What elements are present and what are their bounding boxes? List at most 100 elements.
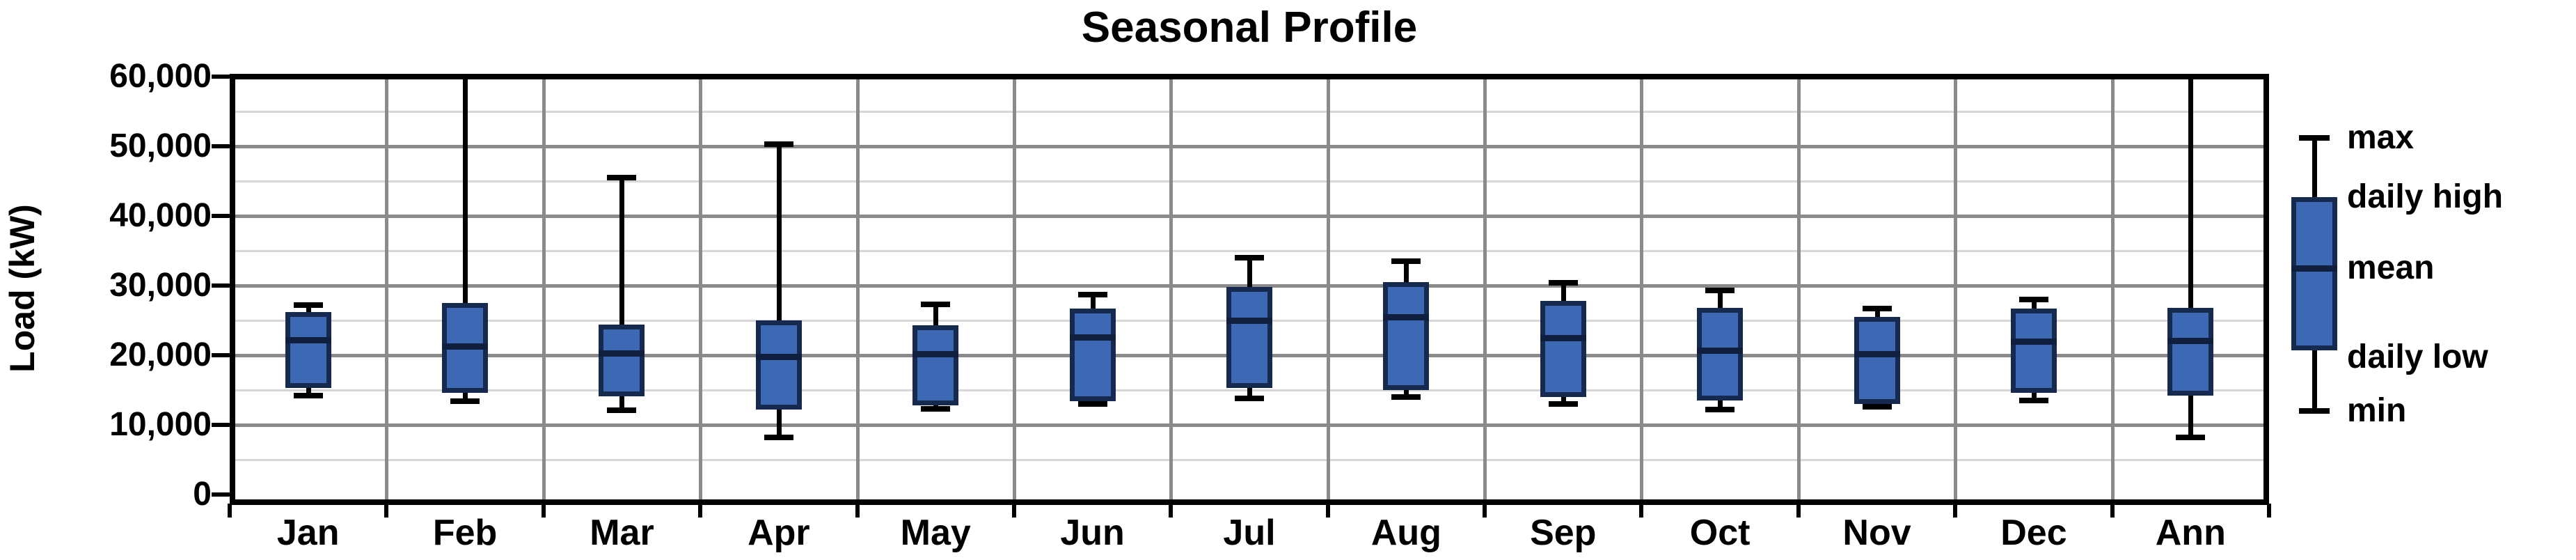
x-tick-label-jul: Jul: [1223, 513, 1276, 553]
whisker-line: [776, 144, 782, 437]
x-tick: [2267, 504, 2271, 518]
x-tick-label-sep: Sep: [1530, 513, 1597, 553]
min-whisker-cap: [2018, 398, 2048, 403]
x-tick-label-nov: Nov: [1842, 513, 1911, 553]
y-tick: [212, 492, 230, 497]
x-tick-label-jan: Jan: [276, 513, 340, 553]
min-whisker-cap: [1862, 404, 1892, 410]
box-iqr: [599, 325, 645, 396]
x-tick: [1011, 504, 1016, 518]
min-whisker-cap: [2176, 435, 2206, 440]
min-whisker-cap: [450, 398, 480, 404]
min-whisker-cap: [1077, 401, 1107, 407]
box-iqr: [1697, 308, 1744, 400]
max-whisker-cap: [1235, 255, 1264, 260]
major-gridline: [230, 145, 2269, 148]
max-whisker-cap: [1391, 258, 1421, 264]
box-iqr: [1383, 282, 1430, 390]
min-whisker-cap: [921, 406, 951, 412]
column-separator: [1012, 77, 1016, 501]
y-tick-label: 40,000: [109, 197, 212, 234]
max-whisker-cap: [1548, 280, 1578, 286]
mean-line: [442, 343, 489, 350]
max-whisker-cap: [1862, 306, 1892, 311]
mean-line: [912, 351, 959, 357]
whisker-line: [2188, 77, 2194, 437]
mean-line: [2010, 339, 2057, 345]
mean-line: [1540, 335, 1586, 341]
minor-gridline: [230, 111, 2269, 113]
mean-line: [1383, 314, 1430, 320]
x-tick-label-jun: Jun: [1060, 513, 1125, 553]
box-iqr: [285, 312, 331, 388]
mean-line: [2167, 338, 2214, 344]
mean-line: [285, 337, 331, 343]
major-gridline: [230, 215, 2269, 218]
whisker-line: [463, 77, 468, 401]
y-tick: [212, 353, 230, 357]
column-separator: [699, 77, 703, 501]
box-iqr: [755, 320, 802, 410]
max-whisker-cap: [921, 302, 951, 307]
min-whisker-cap: [293, 393, 323, 398]
minor-gridline: [230, 459, 2269, 461]
min-whisker-cap: [1391, 394, 1421, 400]
column-separator: [1169, 77, 1174, 501]
y-tick-label: 50,000: [109, 127, 212, 164]
column-separator: [1796, 77, 1801, 501]
min-whisker-cap: [764, 435, 793, 440]
legend-label-max: max: [2347, 119, 2415, 156]
box-iqr: [1226, 287, 1272, 388]
x-tick: [1953, 504, 1958, 518]
x-tick: [855, 504, 860, 518]
box-iqr: [1069, 309, 1116, 401]
box-iqr: [1540, 301, 1586, 397]
mean-line: [1697, 348, 1744, 354]
x-tick: [541, 504, 546, 518]
legend-max-cap: [2299, 135, 2330, 141]
x-tick: [1483, 504, 1487, 518]
x-tick-label-dec: Dec: [2000, 513, 2067, 553]
mean-line: [1226, 318, 1272, 324]
legend-label-min: min: [2347, 392, 2407, 429]
column-separator: [385, 77, 389, 501]
box-iqr: [912, 325, 959, 405]
x-tick: [2110, 504, 2115, 518]
legend-min-cap: [2299, 408, 2330, 414]
y-tick: [212, 214, 230, 218]
max-whisker-cap: [1077, 292, 1107, 297]
column-separator: [1483, 77, 1487, 501]
y-tick-label: 10,000: [109, 406, 212, 443]
x-tick: [1325, 504, 1330, 518]
column-separator: [1326, 77, 1330, 501]
y-tick-label: 60,000: [109, 58, 212, 95]
x-tick: [1796, 504, 1801, 518]
min-whisker-cap: [1235, 396, 1264, 401]
y-tick: [212, 423, 230, 427]
column-separator: [1640, 77, 1644, 501]
legend-label-daily-low: daily low: [2347, 339, 2488, 375]
y-axis-title: Load (kW): [3, 204, 42, 373]
major-gridline: [230, 423, 2269, 427]
minor-gridline: [230, 250, 2269, 252]
column-separator: [1954, 77, 1958, 501]
x-tick-label-aug: Aug: [1370, 513, 1441, 553]
max-whisker-cap: [1705, 288, 1735, 293]
min-whisker-cap: [1548, 401, 1578, 407]
y-tick: [212, 144, 230, 148]
legend-box: [2291, 197, 2337, 350]
chart-title: Seasonal Profile: [1081, 3, 1418, 52]
y-tick: [212, 75, 230, 79]
x-tick: [1639, 504, 1644, 518]
legend-label-mean: mean: [2347, 249, 2435, 286]
x-tick: [384, 504, 389, 518]
whisker-line: [619, 178, 625, 410]
max-whisker-cap: [764, 141, 793, 147]
max-whisker-cap: [293, 302, 323, 308]
mean-line: [755, 354, 802, 360]
y-tick-label: 0: [193, 476, 212, 513]
plot-area-border: [230, 74, 2269, 505]
minor-gridline: [230, 180, 2269, 182]
column-separator: [542, 77, 546, 501]
